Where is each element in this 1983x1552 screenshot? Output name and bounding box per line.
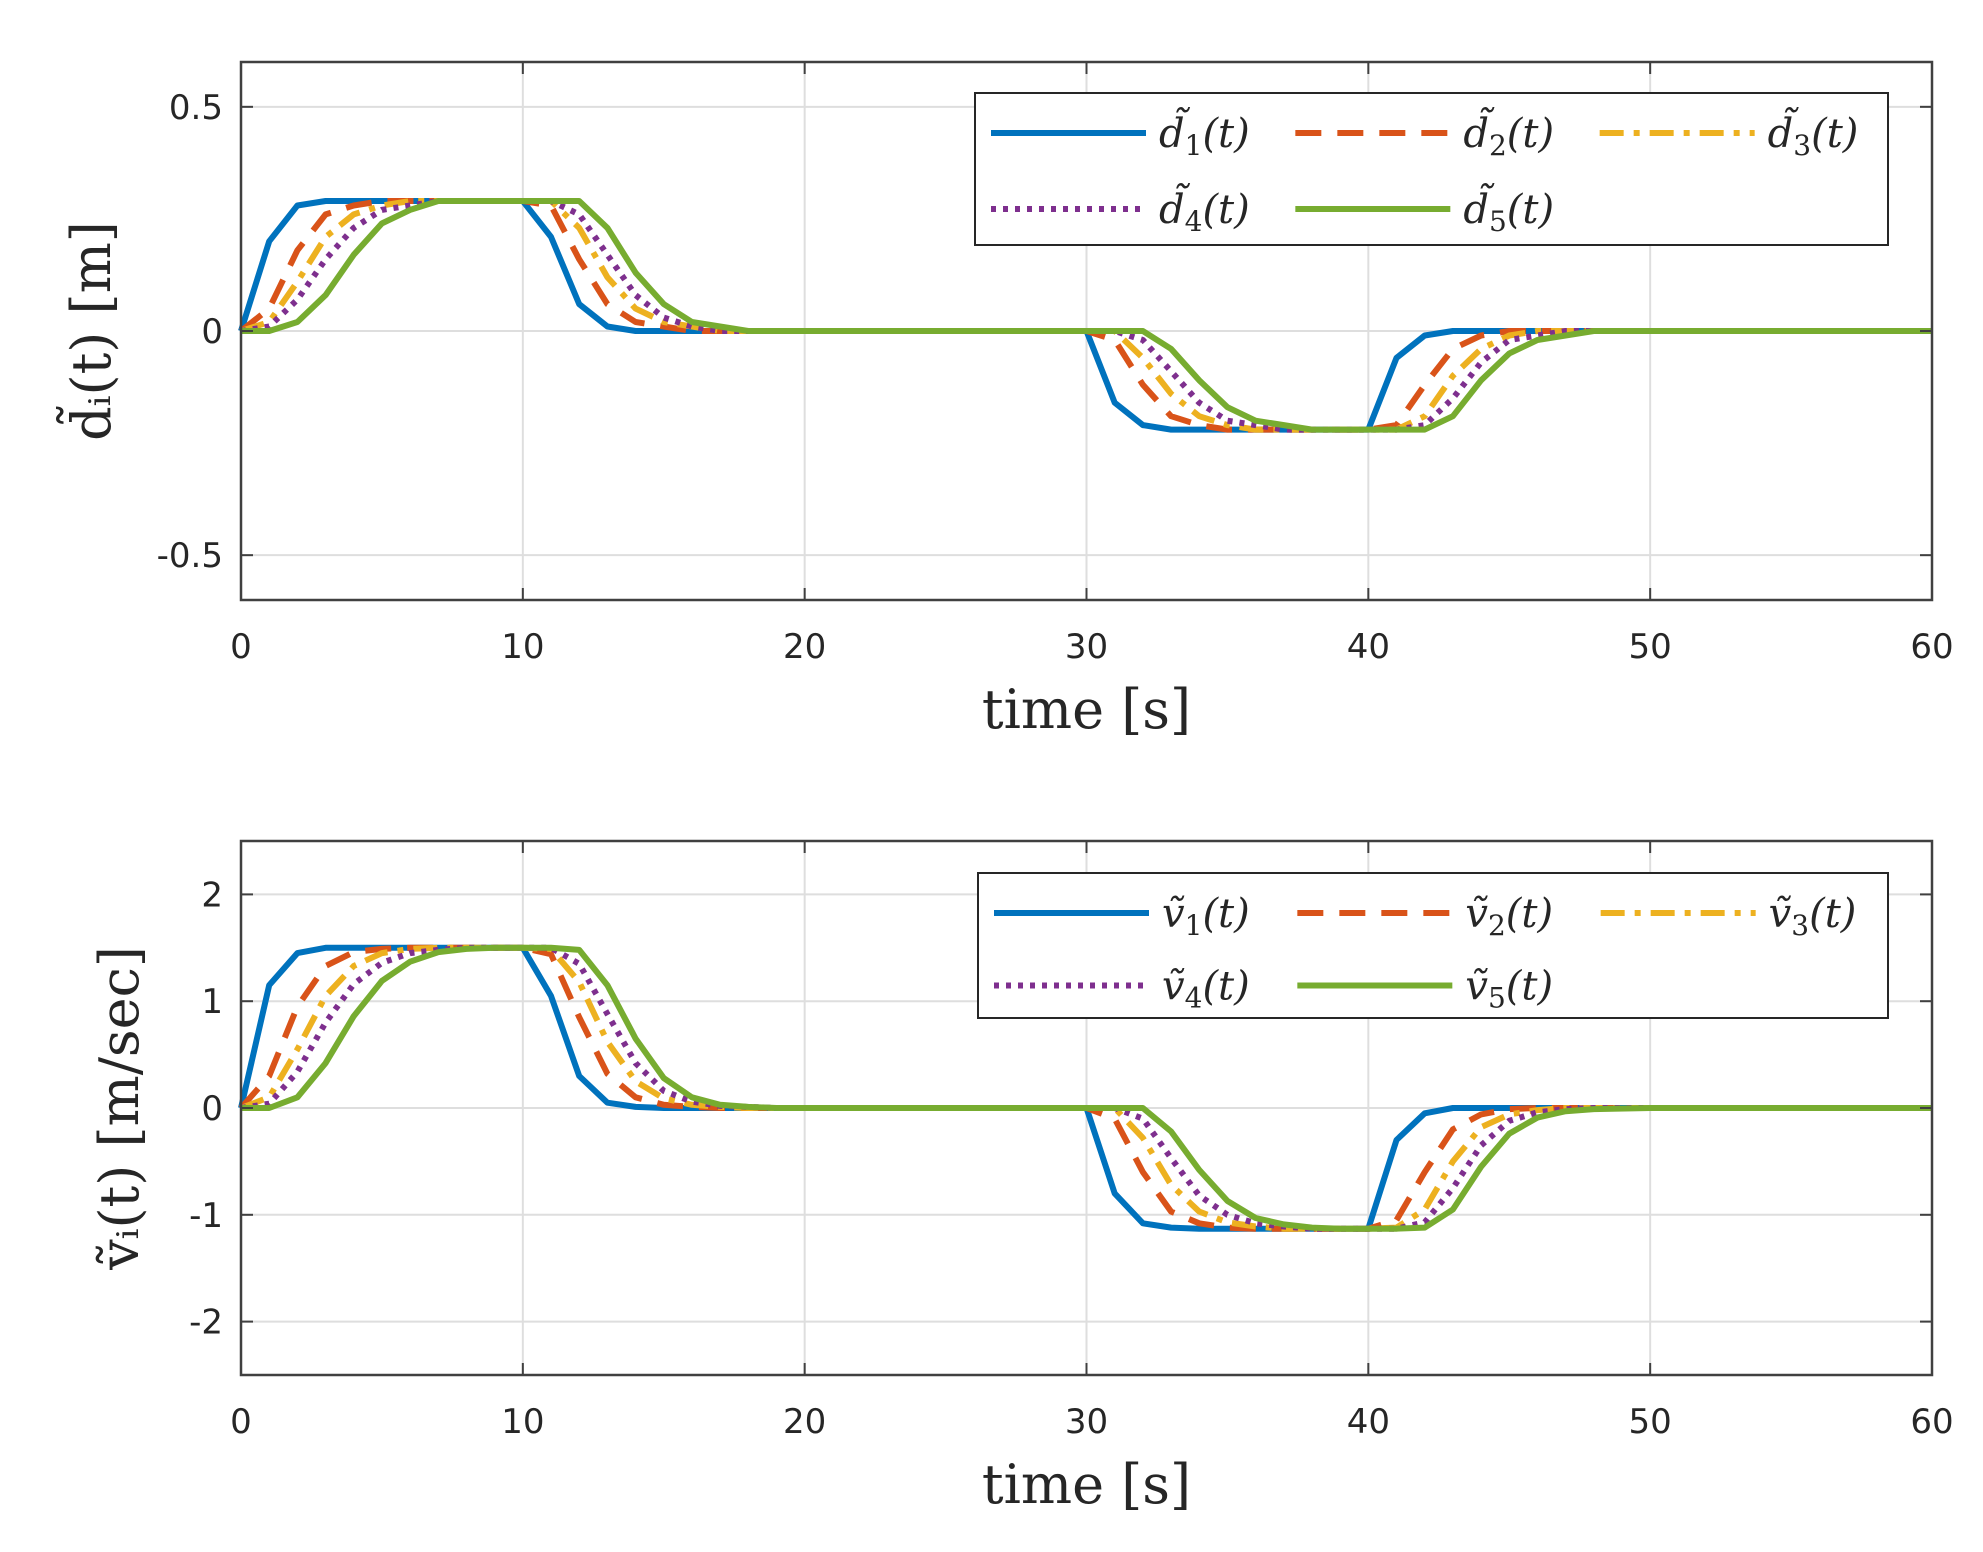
p2-legend-label-3: ṽ3(t) (1769, 891, 1857, 942)
p1-x-tick-label-3: 30 (1065, 627, 1108, 667)
top-panel-displacement: 0 10 20 30 40 50 60 0.5 0 -0.5 time [s] d̃ᵢ(t) [m] d… (55, 60, 1954, 741)
p1-legend-label-5: d̃5(t) (1463, 183, 1554, 238)
p1-y-tick-label-2: -0.5 (157, 536, 223, 576)
p1-y-tick-label-1: 0 (201, 312, 223, 352)
p2-x-tick-label-0: 0 (230, 1402, 252, 1442)
p1-x-tick-label-6: 60 (1910, 627, 1953, 667)
p1-legend-label-2: d̃2(t) (1463, 107, 1554, 162)
p2-y-axis-label: ṽᵢ(t) [m/sec] (88, 946, 151, 1271)
p1-series-5-line (241, 198, 1932, 433)
p2-y-tick-label-4: -2 (189, 1303, 223, 1343)
p1-x-tick-label-1: 10 (501, 627, 544, 667)
p2-legend-label-1: ṽ1(t) (1162, 891, 1250, 942)
p1-legend-label-1: d̃1(t) (1159, 107, 1250, 162)
p2-x-tick-label-4: 40 (1347, 1402, 1390, 1442)
p1-legend-box (974, 92, 1889, 246)
p1-x-tick-label-4: 40 (1347, 627, 1390, 667)
p2-y-tick-label-1: 1 (201, 982, 223, 1022)
p2-legend-label-5: ṽ5(t) (1465, 964, 1553, 1015)
p2-series-5-line (241, 944, 1932, 1232)
p2-y-tick-label-2: 0 (201, 1089, 223, 1129)
p2-x-tick-label-1: 10 (501, 1402, 544, 1442)
p1-x-axis-label: time [s] (982, 678, 1191, 741)
p1-legend-label-4: d̃4(t) (1159, 183, 1250, 238)
p2-y-tick-label-3: -1 (189, 1196, 223, 1236)
p1-x-tick-label-5: 50 (1629, 627, 1672, 667)
p2-legend-box (977, 872, 1889, 1019)
p2-series-4-line (240, 944, 1932, 1232)
p2-x-tick-label-6: 60 (1910, 1402, 1953, 1442)
p2-x-axis-label: time [s] (982, 1453, 1191, 1516)
p2-x-tick-label-2: 20 (783, 1402, 826, 1442)
p2-y-tick-label-0: 2 (201, 875, 223, 915)
p1-x-tick-label-0: 0 (230, 627, 252, 667)
p1-y-tick-label-0: 0.5 (169, 88, 223, 128)
p1-x-tick-label-2: 20 (783, 627, 826, 667)
p1-y-axis-label: d̃ᵢ(t) [m] (55, 221, 123, 441)
p1-legend-label-3: d̃3(t) (1768, 107, 1859, 162)
p2-x-tick-label-5: 50 (1629, 1402, 1672, 1442)
p2-legend-label-4: ṽ4(t) (1162, 964, 1250, 1015)
p2-x-tick-label-3: 30 (1065, 1402, 1108, 1442)
p2-legend-label-2: ṽ2(t) (1465, 891, 1553, 942)
